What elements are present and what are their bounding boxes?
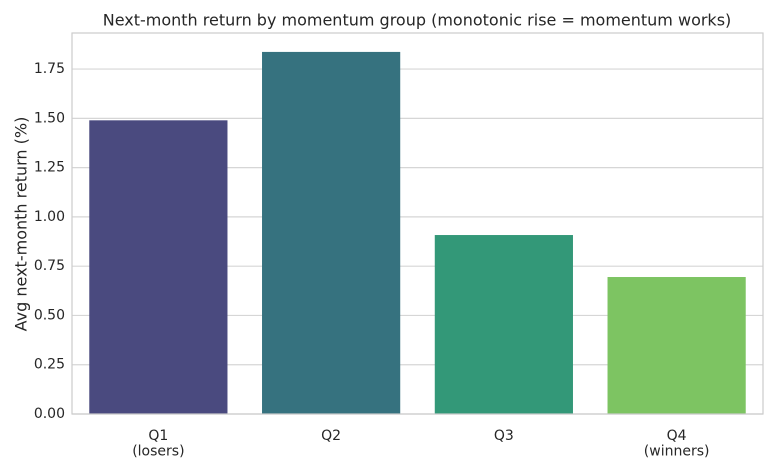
x-tick-label: Q4 (winners) [644, 428, 710, 459]
x-tick-label: Q3 [494, 428, 514, 444]
x-tick-label: Q1 (losers) [132, 428, 184, 459]
bar [89, 120, 228, 415]
y-tick-label: 0.25 [34, 357, 65, 373]
y-tick-label: 0.50 [34, 307, 65, 323]
plot-frame [71, 32, 764, 415]
y-tick-label: 1.50 [34, 110, 65, 126]
bar [607, 277, 746, 414]
y-tick-label: 1.00 [34, 209, 65, 225]
chart-title: Next-month return by momentum group (mon… [103, 11, 732, 30]
bar [262, 51, 401, 415]
y-tick-label: 0.00 [34, 406, 65, 422]
y-tick-label: 0.75 [34, 258, 65, 274]
y-axis-label: Avg next-month return (%) [12, 117, 31, 332]
y-tick-label: 1.25 [34, 160, 65, 176]
bar [434, 235, 573, 414]
y-tick-label: 1.75 [34, 61, 65, 77]
x-tick-label: Q2 [321, 428, 341, 444]
